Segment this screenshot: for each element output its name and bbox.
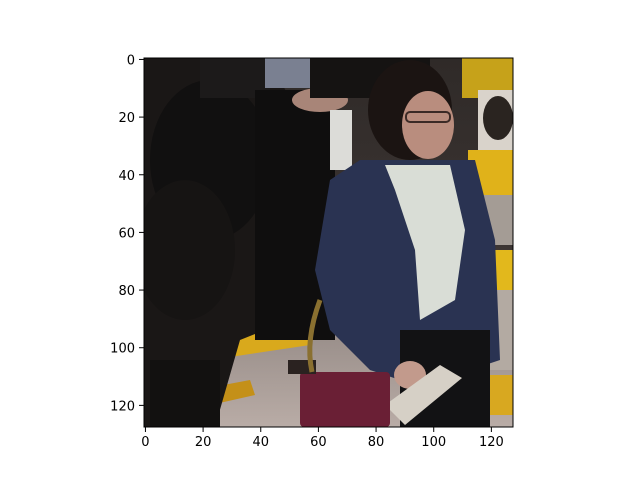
x-tick-label: 40	[252, 435, 269, 450]
x-axis: 0 20 40 60 80 100 120	[141, 427, 504, 450]
axes-frame	[143, 57, 514, 428]
y-tick-label: 100	[110, 342, 135, 357]
x-tick-label: 120	[479, 435, 504, 450]
x-tick-label: 0	[141, 435, 149, 450]
y-tick-label: 120	[110, 399, 135, 414]
y-tick-label: 60	[118, 226, 135, 241]
y-tick-label: 20	[118, 111, 135, 126]
x-tick-label: 80	[368, 435, 385, 450]
y-tick-label: 80	[118, 284, 135, 299]
photo-image	[144, 58, 513, 427]
x-tick-label: 100	[421, 435, 446, 450]
y-axis: 0 20 40 60 80 100 120	[110, 53, 144, 414]
x-tick-label: 20	[195, 435, 212, 450]
y-tick-label: 0	[127, 53, 135, 68]
y-tick-label: 40	[118, 169, 135, 184]
x-tick-label: 60	[310, 435, 327, 450]
